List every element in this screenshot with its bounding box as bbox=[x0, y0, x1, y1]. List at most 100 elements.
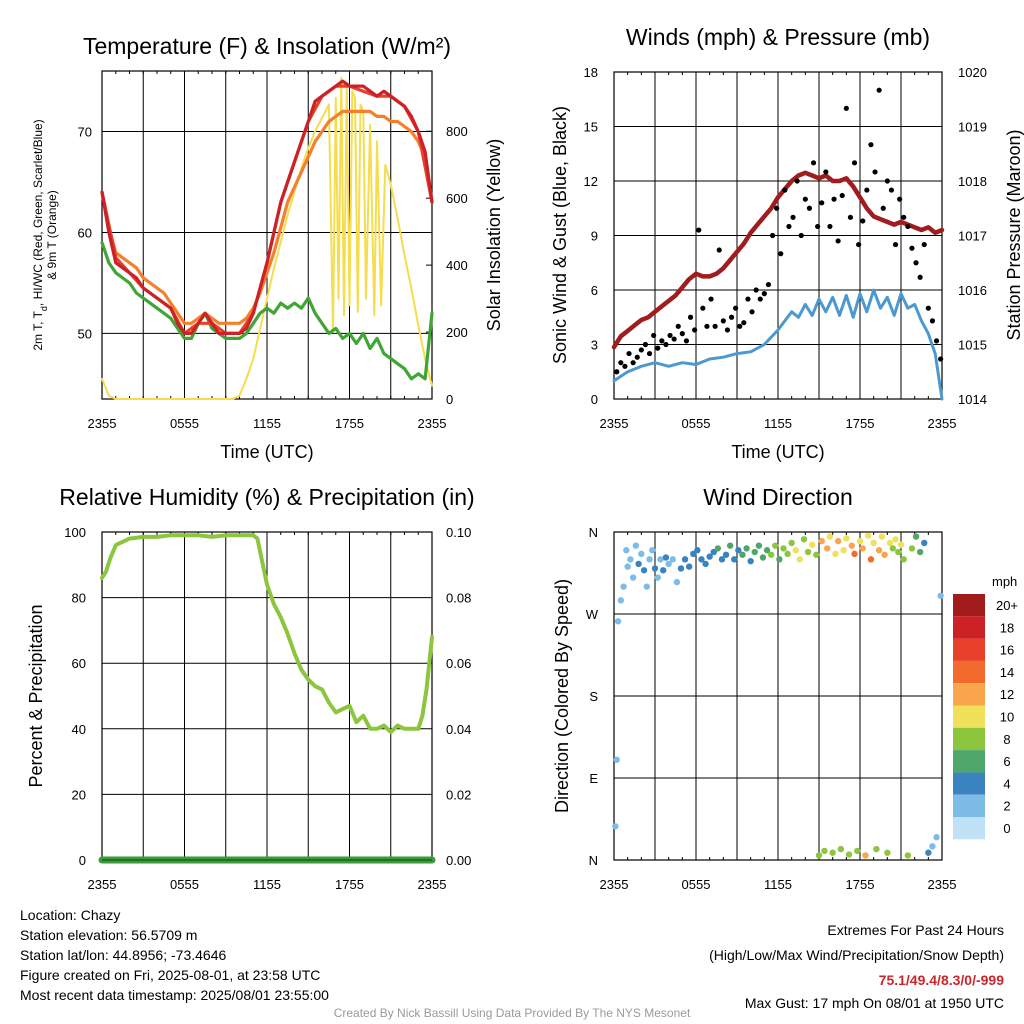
credit-text: Created By Nick Bassill Using Data Provi… bbox=[333, 1006, 691, 1020]
gust-point bbox=[728, 314, 735, 320]
direction-point bbox=[845, 851, 853, 858]
gust-point bbox=[618, 360, 624, 366]
legend-swatch bbox=[953, 817, 985, 840]
direction-point bbox=[706, 553, 713, 560]
gust-point bbox=[638, 347, 644, 353]
direction-point bbox=[840, 547, 847, 554]
direction-point bbox=[743, 545, 750, 552]
temperature-series-line bbox=[100, 79, 434, 335]
direction-point bbox=[710, 548, 717, 556]
y-tick-label: 50 bbox=[78, 326, 92, 341]
x-tick-label: 1755 bbox=[335, 877, 364, 892]
x-tick-label: 2355 bbox=[600, 877, 629, 892]
y-tick-label: 100 bbox=[64, 525, 86, 540]
direction-point bbox=[821, 847, 828, 855]
direction-point bbox=[808, 541, 816, 548]
gust-point bbox=[806, 205, 813, 211]
gust-point bbox=[663, 341, 669, 348]
y2-tick-label: 1017 bbox=[958, 229, 987, 244]
gust-point bbox=[819, 200, 825, 206]
y-tick-label: N bbox=[589, 853, 598, 868]
direction-point bbox=[632, 542, 640, 549]
speed-color-legend: mph 20+ 18 16 14 12 10 8 6 4 2 0 bbox=[953, 574, 1018, 840]
legend-swatch bbox=[953, 727, 985, 751]
direction-point bbox=[747, 557, 754, 565]
direction-point bbox=[873, 845, 880, 853]
direction-point bbox=[832, 550, 839, 558]
gust-point bbox=[720, 318, 726, 324]
gust-point bbox=[933, 338, 940, 344]
gust-point bbox=[679, 331, 685, 337]
legend-swatch bbox=[953, 794, 985, 817]
direction-point bbox=[892, 536, 899, 543]
location-text: Location: Chazy bbox=[20, 907, 121, 923]
direction-point bbox=[673, 578, 681, 586]
direction-point bbox=[646, 556, 653, 563]
direction-point bbox=[751, 548, 758, 556]
gust-point bbox=[675, 323, 681, 329]
direction-point bbox=[925, 849, 932, 856]
gust-point bbox=[913, 260, 919, 266]
direction-point bbox=[824, 545, 831, 552]
gust-point bbox=[794, 178, 800, 184]
gust-point bbox=[815, 223, 821, 230]
direction-point bbox=[904, 852, 912, 859]
dewpoint-series-line bbox=[100, 241, 434, 381]
y2-tick-label: 600 bbox=[446, 191, 468, 206]
direction-point bbox=[624, 563, 631, 570]
direction-point bbox=[867, 556, 875, 563]
direction-point bbox=[854, 847, 861, 855]
direction-point bbox=[767, 551, 775, 558]
direction-point bbox=[614, 618, 622, 625]
gust-point bbox=[630, 360, 636, 366]
direction-point bbox=[826, 533, 834, 540]
gust-point bbox=[737, 323, 743, 329]
temp-xlabel: Time (UTC) bbox=[220, 442, 313, 462]
x-tick-label: 1155 bbox=[764, 416, 792, 431]
x-tick-label: 1755 bbox=[846, 877, 875, 892]
gust-point bbox=[888, 187, 895, 193]
gust-point bbox=[646, 350, 653, 357]
temperature-insolation-plot: 50 60 70 0 200 400 600 800 2355 0555 1155 1755 2355 bbox=[78, 70, 468, 431]
direction-point bbox=[739, 551, 746, 558]
x-tick-label: 0555 bbox=[170, 416, 199, 431]
created-text: Figure created on Fri, 2025-08-01, at 23… bbox=[20, 967, 321, 983]
legend-swatch bbox=[953, 638, 985, 661]
gust-point bbox=[659, 338, 665, 344]
direction-point bbox=[722, 551, 730, 558]
gust-point bbox=[634, 354, 640, 360]
gust-point bbox=[880, 205, 886, 211]
x-tick-label: 0555 bbox=[682, 877, 711, 892]
gust-point bbox=[622, 363, 628, 369]
y-tick-label: W bbox=[586, 607, 599, 622]
direction-point bbox=[627, 556, 634, 563]
direction-point bbox=[629, 574, 637, 581]
y2-tick-label: 0 bbox=[446, 392, 453, 407]
dir-ylabel: Direction (Colored By Speed) bbox=[552, 579, 572, 813]
direction-point bbox=[895, 548, 902, 556]
direction-point bbox=[694, 547, 701, 554]
y2-tick-label: 1014 bbox=[958, 392, 987, 407]
extremes-values: 75.1/49.4/8.3/0/-999 bbox=[878, 972, 1004, 988]
direction-point bbox=[804, 548, 812, 556]
y2-tick-label: 0.02 bbox=[446, 787, 471, 802]
rh-ylabel: Percent & Precipitation bbox=[26, 604, 46, 787]
direction-point bbox=[837, 845, 845, 853]
direction-point bbox=[908, 545, 916, 552]
direction-point bbox=[651, 565, 659, 572]
direction-point bbox=[815, 852, 823, 859]
legend-label: 12 bbox=[1000, 687, 1014, 702]
direction-point bbox=[731, 556, 738, 563]
gust-point bbox=[798, 232, 804, 239]
gust-point bbox=[835, 238, 841, 244]
direction-point bbox=[685, 563, 693, 570]
wind-ylabel: Sonic Wind & Gust (Blue, Black) bbox=[550, 106, 570, 364]
direction-point bbox=[818, 537, 825, 545]
gust-point bbox=[614, 369, 620, 375]
direction-point bbox=[856, 537, 864, 545]
gust-point bbox=[897, 196, 903, 202]
y2-tick-label: 400 bbox=[446, 258, 468, 273]
legend-label: 2 bbox=[1003, 799, 1010, 814]
y2-tick-label: 0.04 bbox=[446, 722, 471, 737]
